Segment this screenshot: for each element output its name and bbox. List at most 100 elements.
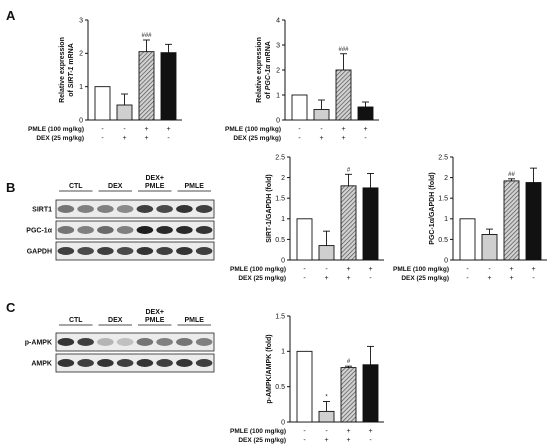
blot-group-label: DEX+: [146, 309, 164, 316]
y-tick-label: 3: [79, 17, 83, 24]
significance-mark: ##: [508, 172, 515, 178]
bar-ctl: [296, 350, 313, 423]
pmle-sign: -: [488, 266, 491, 273]
blot-band: [156, 226, 173, 234]
blot-band-label: AMPK: [31, 361, 52, 368]
pmle-sign: -: [303, 428, 306, 435]
blot-band: [195, 359, 213, 367]
pmle-sign: +: [509, 266, 513, 273]
blot-group-label: DEX+: [146, 175, 164, 182]
blot-band: [136, 226, 154, 234]
chart-1: 0 1 2 3 Relative expression of SIRT-1 mRNA - - -…: [28, 17, 182, 142]
blot-band: [136, 338, 154, 346]
dex-row-label: DEX (25 mg/kg): [36, 135, 84, 142]
blot-band: [176, 247, 193, 255]
blot-band: [57, 338, 75, 346]
y-tick-label: 2.5: [438, 154, 448, 161]
bar-dex-pmle: [138, 51, 155, 121]
pmle-row-label: PMLE (100 mg/kg): [28, 126, 84, 133]
bar-ctl: [459, 218, 476, 261]
dex-row-label: DEX (25 mg/kg): [238, 437, 286, 444]
bar-pmle: [357, 106, 374, 121]
bar-ctl: [291, 94, 308, 121]
blot-band: [176, 226, 193, 234]
blot-group-label: DEX: [108, 317, 123, 324]
y-tick-label: 1.5: [275, 196, 285, 203]
chart-3: 0 0.5 1 1.5 2 2.5 SIRT-1/GAPDH (fold) - - - + # + + + -…: [230, 154, 384, 282]
blot-group-label: PMLE: [185, 183, 205, 190]
pmle-sign: -: [325, 428, 328, 435]
dex-sign: +: [324, 275, 328, 282]
blot-band-label: p-AMPK: [25, 340, 52, 347]
y-tick-label: 0: [276, 117, 280, 124]
blot-strip: [55, 241, 215, 261]
blot-group-label: PMLE: [145, 317, 165, 324]
blot-group-label: PMLE: [185, 317, 205, 324]
dex-sign: -: [369, 275, 372, 282]
bar-dex-pmle: [503, 180, 520, 261]
blot-band: [136, 359, 154, 367]
significance-mark: *: [325, 395, 328, 401]
dex-sign: -: [101, 135, 104, 142]
blot-band-label: PGC-1α: [26, 228, 52, 235]
blot-group-label: DEX: [108, 183, 123, 190]
y-tick-label: 1: [79, 84, 83, 91]
dex-sign: +: [319, 135, 323, 142]
blot-band: [77, 338, 94, 346]
dex-sign: -: [364, 135, 367, 142]
y-tick-label: 1.5: [275, 313, 285, 320]
pmle-sign: -: [123, 126, 126, 133]
y-tick-label: 0.5: [275, 384, 285, 391]
blot-band: [77, 359, 94, 367]
y-tick-label: 1: [444, 216, 448, 223]
bar-dex: [318, 410, 335, 423]
y-tick-label: 0: [281, 257, 285, 264]
blot-band: [176, 359, 193, 367]
dex-sign: +: [346, 275, 350, 282]
dex-sign: +: [487, 275, 491, 282]
dex-row-label: DEX (25 mg/kg): [233, 135, 281, 142]
pmle-sign: +: [363, 126, 367, 133]
dex-row-label: DEX (25 mg/kg): [238, 275, 286, 282]
pmle-sign: -: [101, 126, 104, 133]
blot-group-label: PMLE: [145, 183, 165, 190]
chart-5: 0 0.5 1 1.5 p-AMPK/AMPK (fold) - - * - + # + + + - PMLE…: [230, 313, 384, 444]
pmle-sign: +: [368, 428, 372, 435]
y-tick-label: 0.5: [438, 237, 448, 244]
bar-dex-pmle: [335, 69, 352, 121]
blot-band: [156, 247, 173, 255]
y-axis-label: p-AMPK/AMPK (fold): [266, 334, 273, 403]
bar-dex: [116, 104, 133, 121]
pmle-sign: +: [368, 266, 372, 273]
y-axis-label-line2: of PGC-1α mRNA: [265, 41, 272, 99]
y-tick-label: 1: [276, 92, 280, 99]
significance-mark: ###: [141, 33, 152, 39]
panel-label-b: B: [6, 180, 15, 195]
bar-pmle: [362, 364, 379, 423]
blot-band: [57, 247, 75, 255]
y-tick-label: 2: [444, 175, 448, 182]
y-axis-label-line1: Relative expression: [59, 37, 66, 103]
blot-strip: [55, 199, 215, 219]
blot-band: [136, 205, 154, 213]
blot-band: [116, 226, 134, 234]
y-tick-label: 1.5: [438, 196, 448, 203]
blot-band: [97, 338, 114, 346]
y-tick-label: 0: [444, 257, 448, 264]
dex-sign: -: [298, 135, 301, 142]
pmle-sign: -: [325, 266, 328, 273]
blot-band: [57, 205, 75, 213]
bar-ctl: [296, 218, 313, 261]
dex-sign: -: [369, 437, 372, 444]
pmle-sign: -: [303, 266, 306, 273]
y-tick-label: 2.5: [275, 154, 285, 161]
blot-band-label: GAPDH: [27, 249, 52, 256]
y-axis-label-line1: Relative expression: [256, 37, 263, 103]
dex-row-label: DEX (25 mg/kg): [401, 275, 449, 282]
blot-band: [176, 205, 193, 213]
pmle-row-label: PMLE (100 mg/kg): [230, 428, 286, 435]
